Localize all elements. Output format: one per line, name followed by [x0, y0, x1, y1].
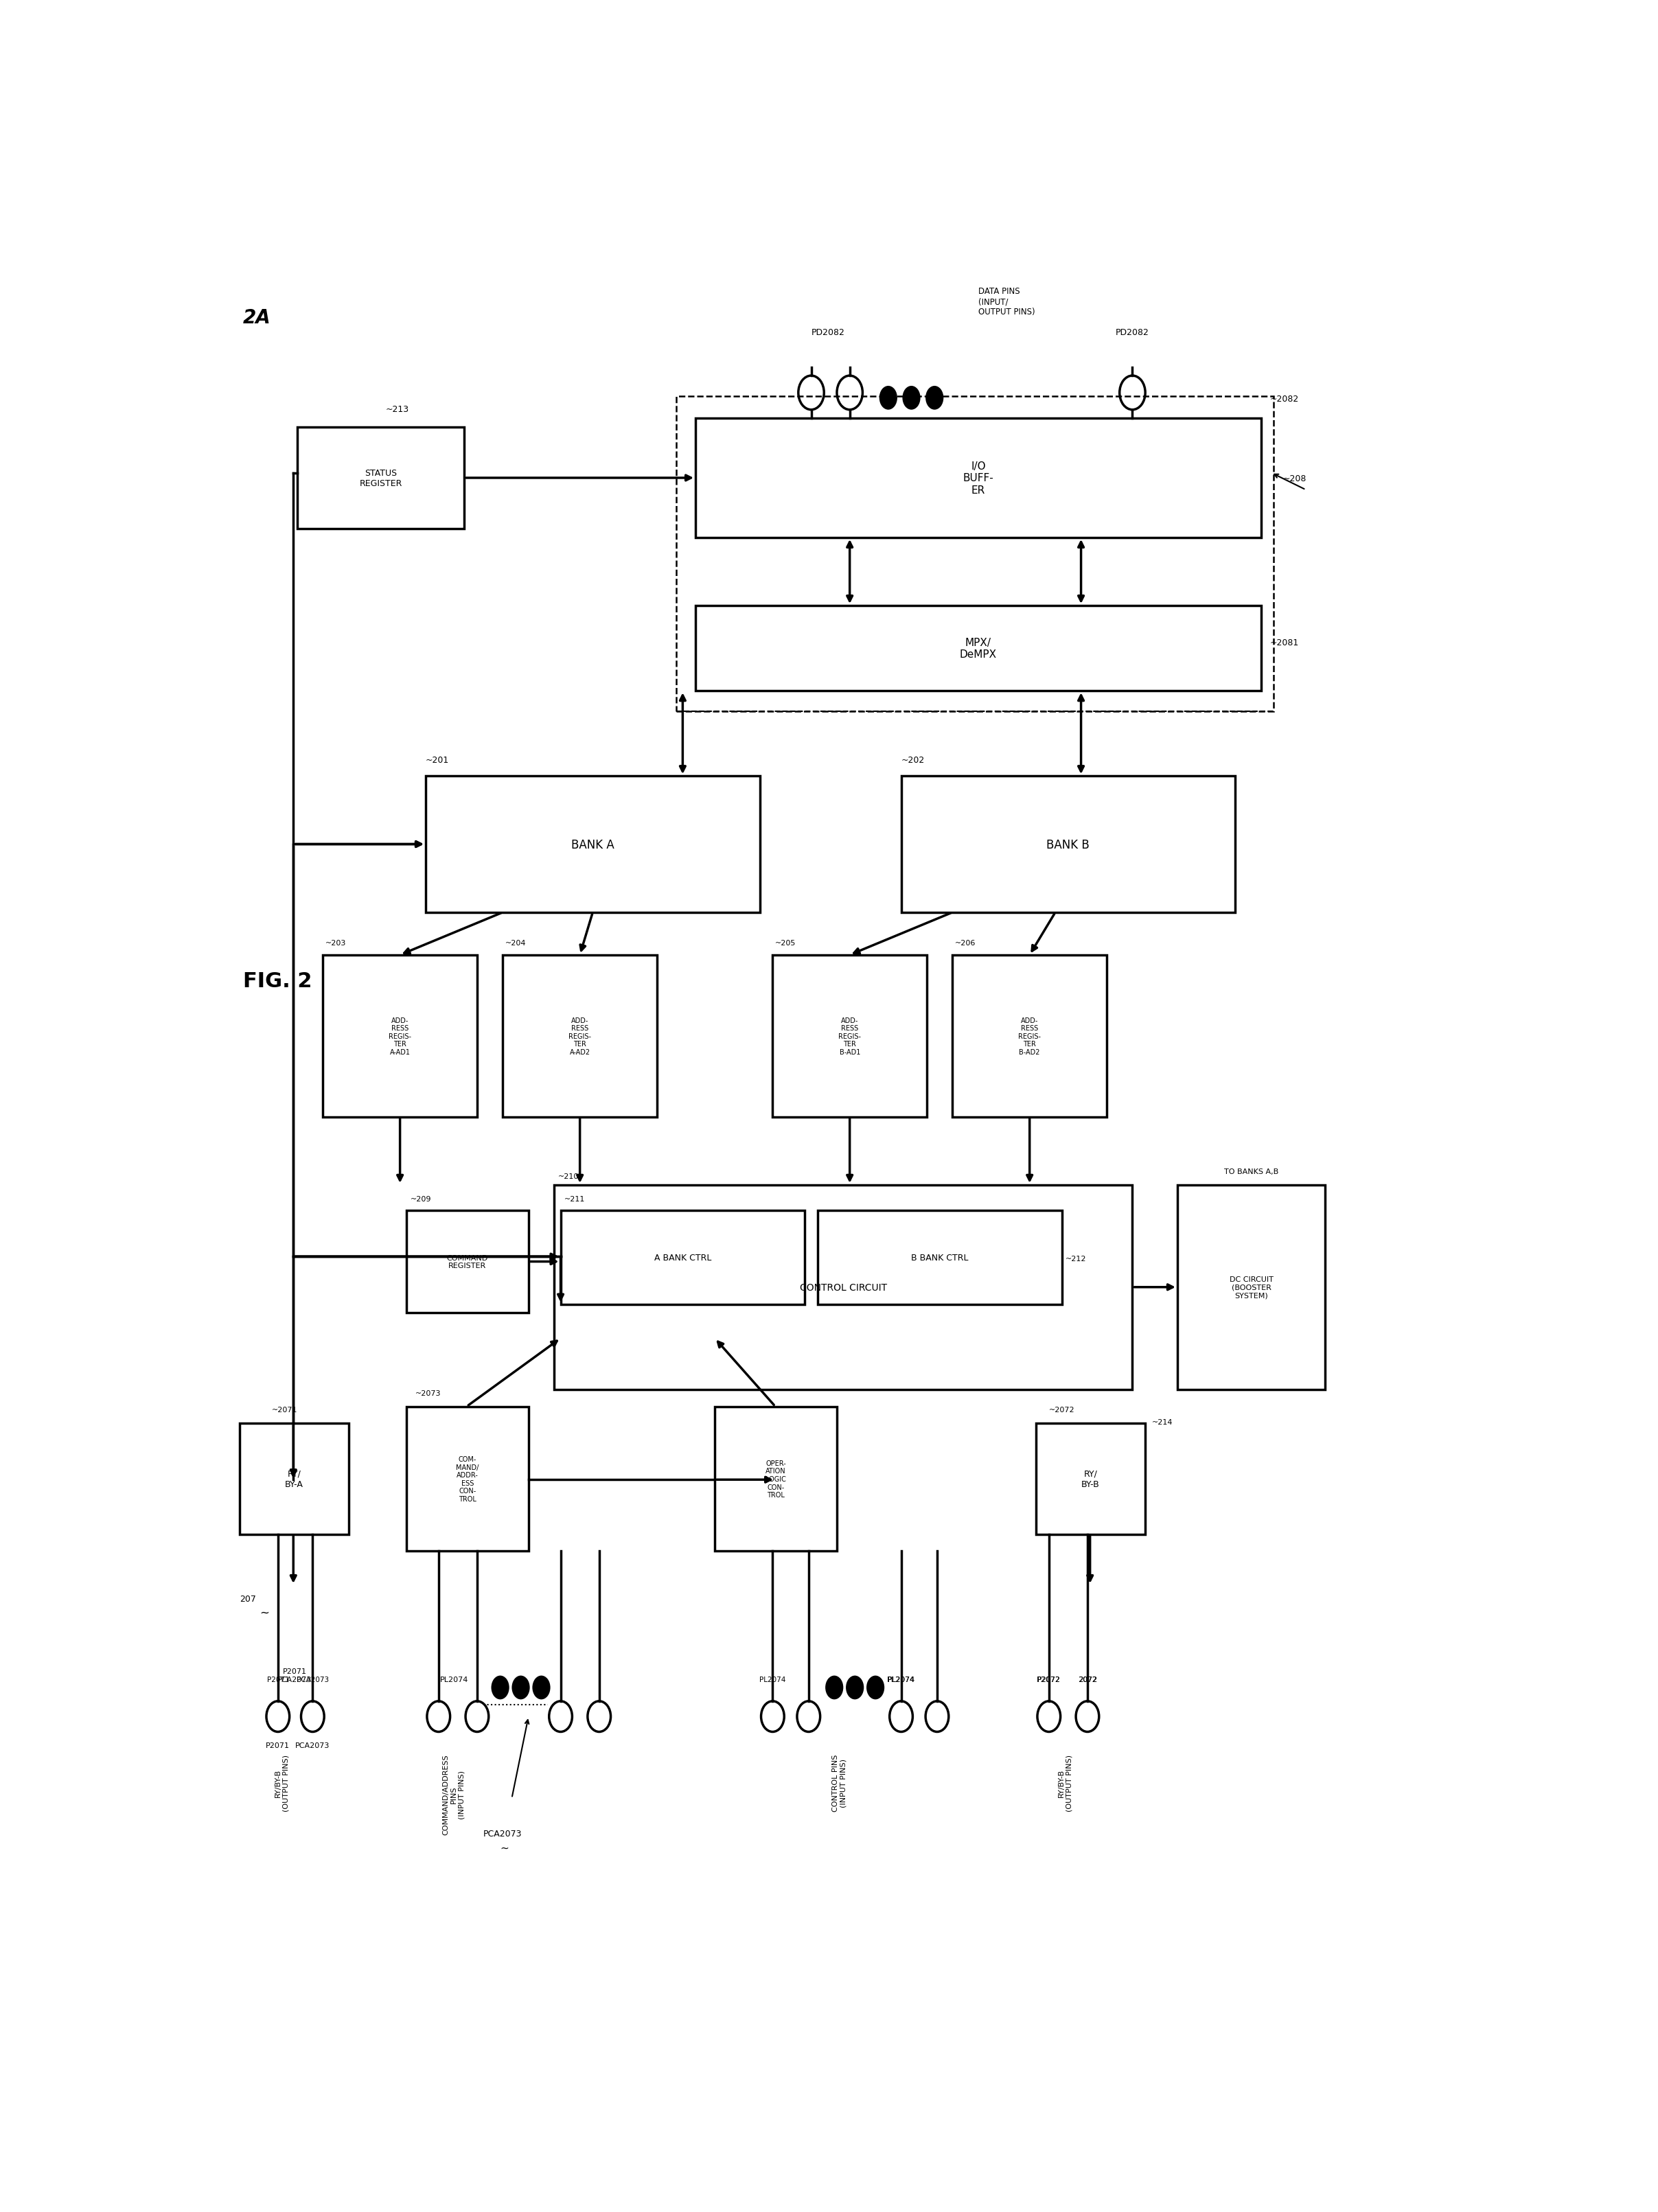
Text: ADD-
RESS
REGIS-
TER
B-AD1: ADD- RESS REGIS- TER B-AD1 — [839, 1018, 861, 1055]
FancyBboxPatch shape — [426, 776, 759, 914]
Text: 2072: 2072 — [1078, 1677, 1098, 1683]
Text: DATA PINS
(INPUT/
OUTPUT PINS): DATA PINS (INPUT/ OUTPUT PINS) — [978, 288, 1035, 316]
FancyBboxPatch shape — [902, 776, 1235, 914]
Text: DC CIRCUIT
(BOOSTER
SYSTEM): DC CIRCUIT (BOOSTER SYSTEM) — [1229, 1276, 1273, 1298]
Circle shape — [925, 387, 943, 409]
Circle shape — [512, 1677, 531, 1699]
Text: COMMAND
REGISTER: COMMAND REGISTER — [446, 1254, 487, 1270]
Text: P2071: P2071 — [267, 1677, 288, 1683]
Text: ~204: ~204 — [506, 940, 526, 947]
Text: PL2074: PL2074 — [889, 1677, 914, 1683]
Text: A BANK CTRL: A BANK CTRL — [653, 1254, 711, 1263]
FancyBboxPatch shape — [239, 1425, 348, 1535]
Text: RY/
BY-B: RY/ BY-B — [1081, 1469, 1099, 1489]
Text: ADD-
RESS
REGIS-
TER
A-AD1: ADD- RESS REGIS- TER A-AD1 — [388, 1018, 411, 1055]
Text: 2A: 2A — [244, 307, 272, 327]
Text: P2072: P2072 — [1038, 1677, 1059, 1683]
Text: B BANK CTRL: B BANK CTRL — [910, 1254, 968, 1263]
Text: PCA2073: PCA2073 — [295, 1743, 330, 1750]
Text: 207: 207 — [240, 1595, 255, 1604]
Text: BANK A: BANK A — [572, 838, 613, 852]
Text: 2072: 2072 — [1078, 1677, 1096, 1683]
FancyBboxPatch shape — [560, 1210, 804, 1305]
Text: RY/
BY-A: RY/ BY-A — [285, 1469, 303, 1489]
Text: RY/BY-B
(OUTPUT PINS): RY/BY-B (OUTPUT PINS) — [1058, 1754, 1073, 1812]
Text: ADD-
RESS
REGIS-
TER
B-AD2: ADD- RESS REGIS- TER B-AD2 — [1018, 1018, 1041, 1055]
Circle shape — [826, 1677, 844, 1699]
FancyBboxPatch shape — [406, 1210, 529, 1314]
Text: ~208: ~208 — [1283, 476, 1307, 484]
Text: BANK B: BANK B — [1046, 838, 1089, 852]
Text: PD2082: PD2082 — [811, 327, 844, 336]
Text: ~210: ~210 — [559, 1172, 579, 1179]
Text: CONTROL PINS
(INPUT PINS): CONTROL PINS (INPUT PINS) — [832, 1754, 847, 1812]
Text: MPX/
DeMPX: MPX/ DeMPX — [960, 637, 996, 659]
Text: ~213: ~213 — [386, 405, 410, 414]
Text: ~201: ~201 — [426, 757, 449, 765]
Text: ~206: ~206 — [955, 940, 977, 947]
Circle shape — [532, 1677, 550, 1699]
FancyBboxPatch shape — [696, 418, 1262, 538]
FancyBboxPatch shape — [696, 606, 1262, 690]
Text: ~: ~ — [260, 1606, 270, 1619]
Text: ~212: ~212 — [1066, 1254, 1086, 1261]
Text: PL2074: PL2074 — [759, 1677, 786, 1683]
Text: FIG. 2: FIG. 2 — [244, 971, 312, 991]
Text: TO BANKS A,B: TO BANKS A,B — [1224, 1168, 1278, 1175]
FancyBboxPatch shape — [323, 956, 478, 1117]
Text: ~2081: ~2081 — [1270, 637, 1298, 646]
FancyBboxPatch shape — [715, 1407, 837, 1551]
Text: P2072: P2072 — [1036, 1677, 1061, 1683]
Text: COMMAND/ADDRESS
PINS
(INPUT PINS): COMMAND/ADDRESS PINS (INPUT PINS) — [443, 1754, 466, 1834]
Text: ~205: ~205 — [776, 940, 796, 947]
FancyBboxPatch shape — [502, 956, 657, 1117]
FancyBboxPatch shape — [817, 1210, 1061, 1305]
FancyBboxPatch shape — [297, 427, 464, 529]
FancyBboxPatch shape — [773, 956, 927, 1117]
Circle shape — [902, 387, 920, 409]
Text: ~202: ~202 — [902, 757, 925, 765]
Circle shape — [491, 1677, 509, 1699]
Text: P2071: P2071 — [265, 1743, 290, 1750]
Circle shape — [879, 387, 897, 409]
Text: ~209: ~209 — [410, 1194, 431, 1201]
Text: STATUS
REGISTER: STATUS REGISTER — [360, 469, 403, 489]
Text: ~203: ~203 — [325, 940, 347, 947]
Text: ~: ~ — [501, 1843, 509, 1854]
Text: PL2074: PL2074 — [887, 1677, 915, 1683]
Circle shape — [846, 1677, 864, 1699]
Text: PCA2073: PCA2073 — [484, 1829, 522, 1838]
Text: PL2074: PL2074 — [439, 1677, 468, 1683]
FancyBboxPatch shape — [406, 1407, 529, 1551]
Text: ~2072: ~2072 — [1050, 1407, 1074, 1413]
Text: OPER-
ATION
LOGIC
CON-
TROL: OPER- ATION LOGIC CON- TROL — [766, 1460, 786, 1498]
Text: P2071
PCA2073: P2071 PCA2073 — [277, 1668, 312, 1683]
Text: ~211: ~211 — [564, 1194, 585, 1201]
FancyBboxPatch shape — [554, 1186, 1132, 1389]
Text: CONTROL CIRCUIT: CONTROL CIRCUIT — [799, 1283, 887, 1292]
Text: COM-
MAND/
ADDR-
ESS
CON-
TROL: COM- MAND/ ADDR- ESS CON- TROL — [456, 1455, 479, 1502]
FancyBboxPatch shape — [1036, 1425, 1146, 1535]
FancyBboxPatch shape — [1177, 1186, 1325, 1389]
Text: PD2082: PD2082 — [1116, 327, 1149, 336]
Text: ~2071: ~2071 — [272, 1407, 297, 1413]
Text: ~2073: ~2073 — [416, 1389, 441, 1396]
Text: ADD-
RESS
REGIS-
TER
A-AD2: ADD- RESS REGIS- TER A-AD2 — [569, 1018, 592, 1055]
Text: ~214: ~214 — [1152, 1418, 1172, 1425]
Text: RY/BY-B
(OUTPUT PINS): RY/BY-B (OUTPUT PINS) — [274, 1754, 288, 1812]
Text: ~2082: ~2082 — [1270, 394, 1298, 403]
Text: PCA2073: PCA2073 — [297, 1677, 328, 1683]
Circle shape — [867, 1677, 884, 1699]
FancyBboxPatch shape — [952, 956, 1106, 1117]
Text: I/O
BUFF-
ER: I/O BUFF- ER — [963, 462, 993, 495]
